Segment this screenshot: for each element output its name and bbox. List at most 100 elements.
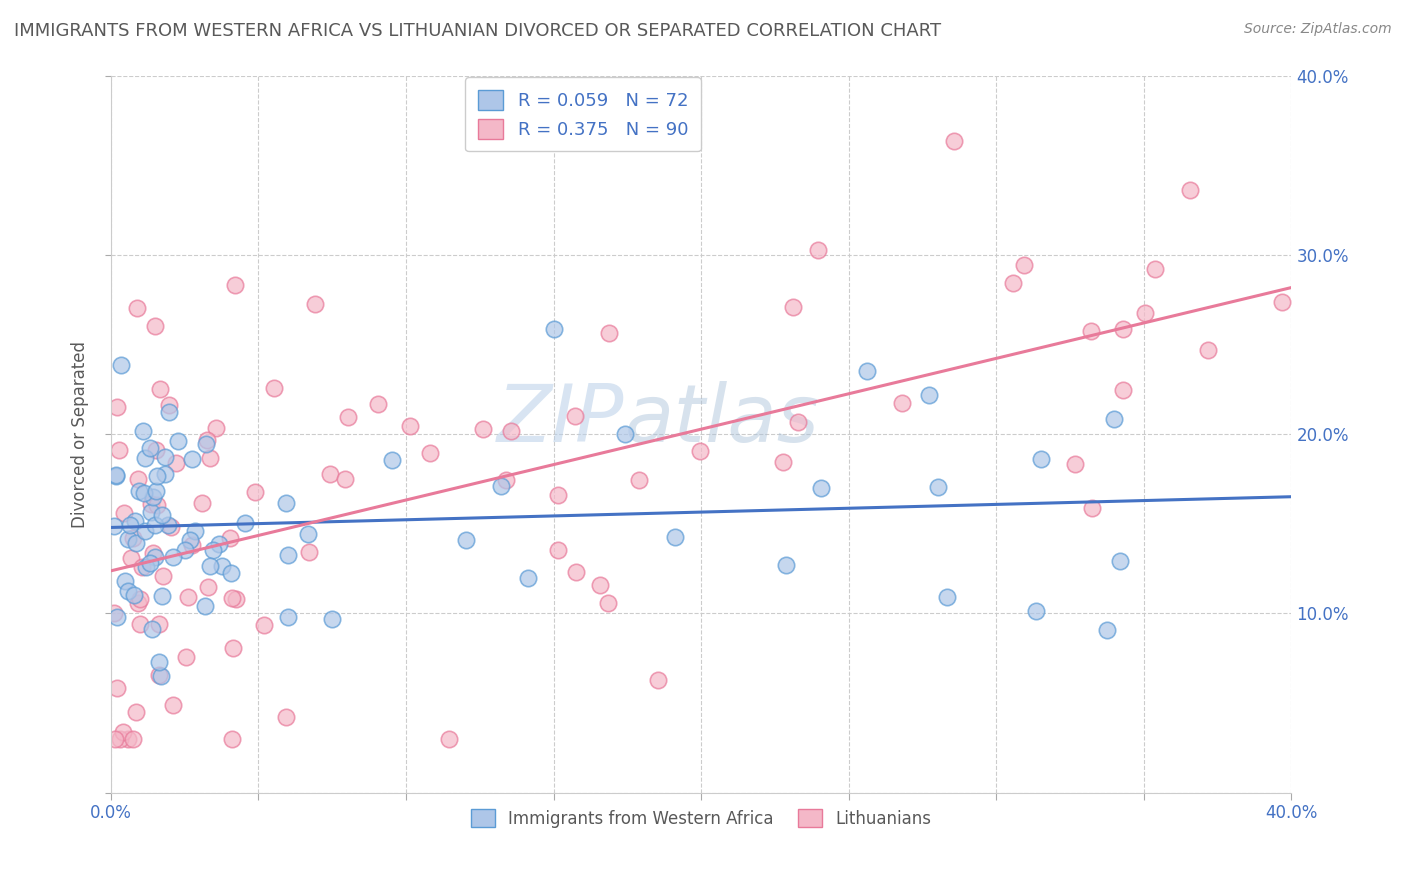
Point — [110, 358, 132, 372]
Point — [149, 382, 172, 396]
Point — [208, 537, 231, 551]
Point — [367, 396, 389, 410]
Point — [495, 473, 517, 487]
Point — [628, 473, 651, 487]
Point — [547, 488, 569, 502]
Point — [142, 491, 165, 505]
Point — [927, 480, 949, 494]
Point — [775, 558, 797, 572]
Point — [152, 569, 174, 583]
Point — [1080, 324, 1102, 338]
Point — [143, 550, 166, 565]
Point — [128, 484, 150, 499]
Point — [143, 517, 166, 532]
Point — [128, 591, 150, 606]
Point — [1135, 305, 1157, 319]
Point — [104, 731, 127, 746]
Point — [145, 484, 167, 499]
Point — [1271, 295, 1294, 310]
Point — [1144, 262, 1167, 277]
Point — [197, 580, 219, 594]
Point — [135, 559, 157, 574]
Point — [190, 496, 212, 510]
Point — [139, 497, 162, 511]
Point — [167, 434, 190, 448]
Point — [211, 559, 233, 574]
Point — [221, 731, 243, 746]
Point — [179, 533, 201, 547]
Point — [1112, 322, 1135, 336]
Point — [219, 566, 242, 580]
Point — [381, 453, 404, 467]
Point — [165, 456, 187, 470]
Point — [304, 297, 326, 311]
Point — [174, 649, 197, 664]
Point — [1012, 258, 1035, 272]
Point — [337, 410, 360, 425]
Point — [221, 591, 243, 606]
Point — [200, 558, 222, 573]
Point — [105, 609, 128, 624]
Point — [499, 424, 522, 438]
Point — [104, 469, 127, 483]
Point — [195, 434, 218, 448]
Point — [142, 546, 165, 560]
Point — [547, 543, 569, 558]
Point — [219, 532, 242, 546]
Point — [277, 549, 299, 563]
Point — [148, 668, 170, 682]
Point — [297, 526, 319, 541]
Point — [134, 524, 156, 538]
Legend: Immigrants from Western Africa, Lithuanians: Immigrants from Western Africa, Lithuani… — [464, 803, 938, 835]
Point — [194, 437, 217, 451]
Point — [274, 709, 297, 723]
Point — [134, 450, 156, 465]
Point — [114, 574, 136, 589]
Point — [298, 545, 321, 559]
Point — [105, 400, 128, 414]
Point — [598, 326, 620, 340]
Point — [439, 731, 461, 746]
Point — [225, 592, 247, 607]
Point — [516, 571, 538, 585]
Point — [1025, 604, 1047, 618]
Text: ZIP: ZIP — [496, 381, 624, 458]
Point — [124, 705, 146, 719]
Point — [222, 640, 245, 655]
Point — [917, 388, 939, 402]
Point — [117, 583, 139, 598]
Point — [772, 455, 794, 469]
Point — [786, 415, 808, 429]
Point — [198, 450, 221, 465]
Point — [399, 419, 422, 434]
Point — [122, 588, 145, 602]
Point — [177, 590, 200, 604]
Point — [782, 301, 804, 315]
Point — [1111, 383, 1133, 397]
Point — [193, 599, 215, 613]
Point — [141, 622, 163, 636]
Point — [124, 514, 146, 528]
Point — [253, 618, 276, 632]
Y-axis label: Divorced or Separated: Divorced or Separated — [72, 341, 89, 527]
Point — [149, 669, 172, 683]
Point — [564, 409, 586, 423]
Point — [139, 441, 162, 455]
Point — [1081, 501, 1104, 516]
Point — [810, 481, 832, 495]
Point — [148, 655, 170, 669]
Point — [565, 566, 588, 580]
Point — [689, 443, 711, 458]
Point — [274, 496, 297, 510]
Point — [107, 443, 129, 458]
Point — [129, 616, 152, 631]
Point — [205, 421, 228, 435]
Point — [120, 551, 142, 566]
Point — [145, 443, 167, 458]
Point — [1197, 343, 1219, 358]
Point — [589, 578, 612, 592]
Point — [647, 673, 669, 687]
Point — [1102, 411, 1125, 425]
Point — [117, 731, 139, 746]
Point — [319, 467, 342, 481]
